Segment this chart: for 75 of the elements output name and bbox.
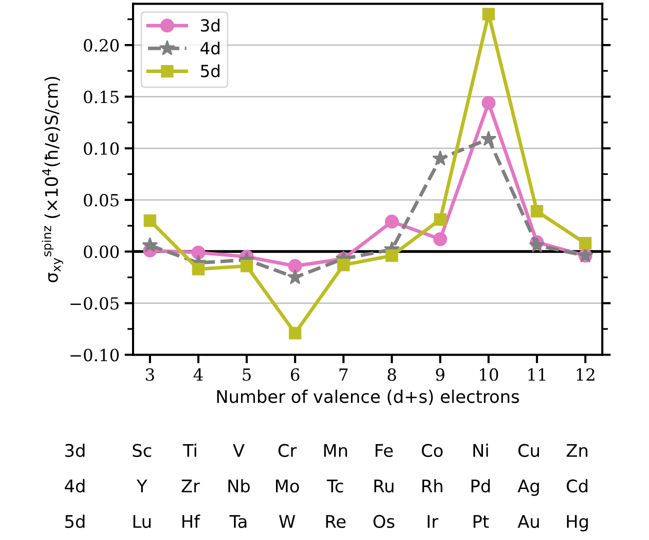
legend-label: 3d — [200, 18, 220, 32]
point — [432, 150, 448, 166]
text: Ti — [182, 444, 196, 457]
point — [240, 260, 253, 272]
x-tick-label: 5 — [242, 368, 251, 381]
text: Lu — [133, 515, 151, 528]
text: W — [279, 515, 296, 528]
x-tick-label: 4 — [194, 368, 203, 381]
text: Hf — [182, 514, 200, 528]
y-tick-label: 0.15 — [84, 90, 119, 104]
y-tick-label: −0.10 — [70, 348, 119, 362]
text: Co — [422, 444, 443, 458]
text: Nb — [228, 479, 250, 493]
text: Ru — [374, 480, 394, 493]
point — [434, 213, 446, 226]
legend-label: 5d — [201, 64, 220, 78]
text: Hg — [567, 515, 588, 532]
text: Cr — [278, 444, 297, 458]
y-tick-label: 0.00 — [84, 246, 119, 258]
text: Ag — [518, 480, 539, 496]
x-tick-label: 8 — [388, 368, 396, 381]
point — [142, 237, 158, 252]
text: Zn — [566, 444, 588, 457]
text: Ni — [473, 444, 488, 457]
x-tick-label: 3 — [146, 368, 154, 381]
x-tick-label: 10 — [480, 368, 498, 381]
point — [386, 249, 398, 262]
point — [337, 258, 350, 272]
x-tick-label: 6 — [290, 368, 300, 381]
text: Rh — [422, 479, 442, 492]
text: Os — [373, 514, 394, 528]
text: Ir — [428, 515, 438, 528]
x-tick-label: 11 — [528, 368, 546, 381]
point — [288, 326, 302, 340]
text: Tc — [326, 480, 343, 493]
text: 3d — [65, 444, 84, 458]
legend-label: 4d — [200, 42, 220, 54]
text: Re — [326, 515, 346, 528]
x-tick-label: 12 — [576, 368, 594, 381]
point — [287, 269, 304, 284]
text: V — [232, 444, 245, 457]
text: Mn — [324, 444, 347, 457]
point — [144, 214, 156, 227]
x-tick-label: 7 — [340, 368, 348, 381]
y-tick-label: 0.10 — [84, 142, 119, 155]
text: Cu — [518, 444, 539, 458]
point — [482, 8, 495, 20]
y-axis-title: σ$_{xy}$$^{spinz}$ (×10$^{4}$(ħ/e)S/cm) — [42, 76, 64, 282]
text: Ta — [229, 515, 246, 528]
text: Y — [136, 480, 148, 492]
point — [482, 96, 496, 110]
y-tick-label: −0.05 — [70, 297, 119, 310]
text: 4d — [64, 479, 84, 493]
point — [192, 262, 205, 276]
y-tick-label: 0.20 — [84, 39, 119, 52]
point — [433, 232, 448, 246]
point — [191, 246, 206, 260]
text: Pt — [474, 515, 489, 528]
text: Sc — [132, 444, 152, 458]
y-tick-label: 0.05 — [84, 194, 119, 206]
x-axis-title: Number of valence (d+s) electrons — [217, 390, 519, 406]
point — [579, 237, 592, 250]
text: Pd — [472, 479, 490, 493]
text: Au — [518, 515, 539, 528]
point — [529, 237, 545, 252]
point — [530, 205, 544, 218]
text: Zr — [182, 480, 200, 492]
point — [288, 259, 302, 273]
text: Mo — [276, 480, 299, 493]
x-tick-label: 9 — [436, 368, 444, 381]
text: Fe — [376, 444, 393, 458]
text: 5d — [65, 514, 84, 528]
text: Cd — [566, 479, 588, 493]
point — [384, 214, 399, 229]
point — [480, 130, 497, 146]
